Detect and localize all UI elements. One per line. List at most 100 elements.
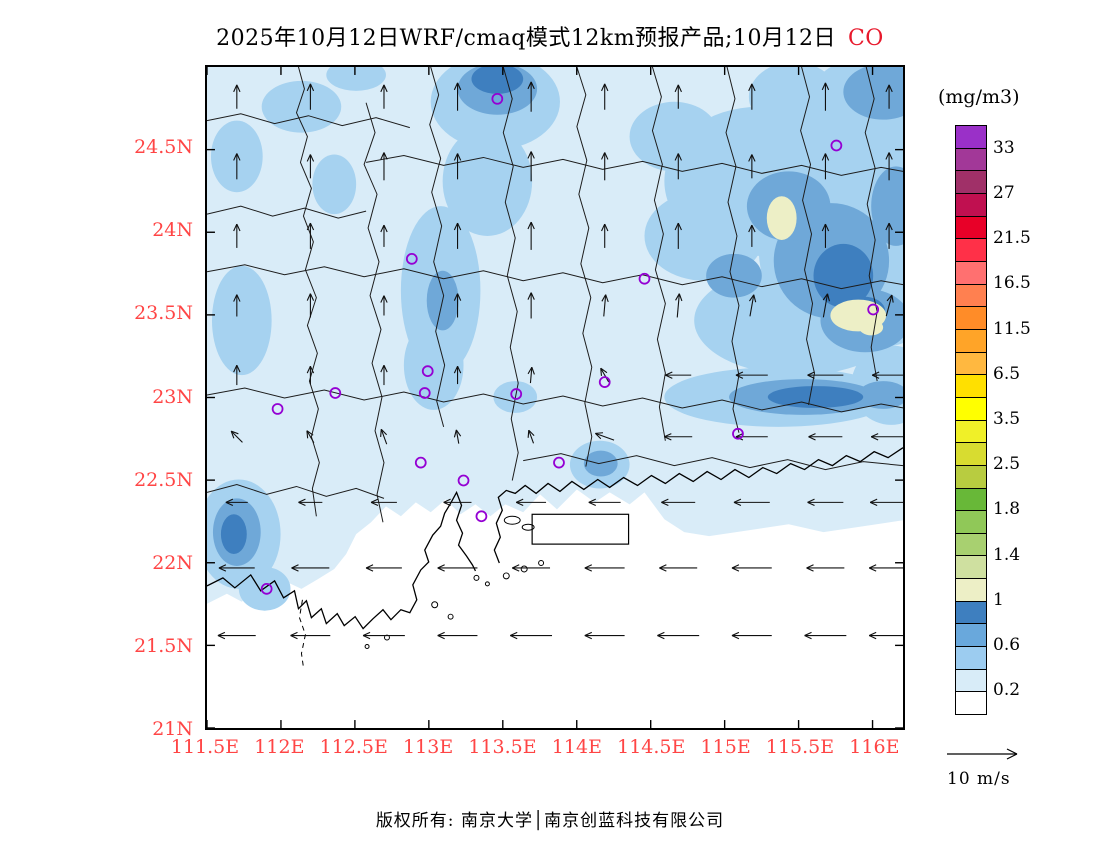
- y-tick-label: 23.5N: [134, 302, 193, 325]
- colorbar-segment: [956, 511, 986, 534]
- colorbar-tick-label: 2.5: [993, 454, 1021, 475]
- city-marker: [598, 376, 611, 388]
- colorbar-segment: [956, 533, 986, 557]
- colorbar: [955, 125, 987, 715]
- city-marker: [260, 582, 273, 595]
- x-tick-label: 111.5E: [170, 736, 240, 758]
- city-markers: [260, 92, 880, 595]
- y-tick-label: 23N: [152, 385, 193, 408]
- wind-arrow: [233, 153, 241, 180]
- colorbar-segment: [956, 239, 986, 262]
- dashed-maritime-boundary: [298, 599, 306, 668]
- colorbar-tick-label: 1.8: [993, 499, 1021, 520]
- wind-arrow: [437, 631, 478, 640]
- wind-arrow: [453, 293, 462, 318]
- wind-arrow: [306, 293, 315, 318]
- y-axis-labels: 24.5N 24N 23.5N 23N 22.5N 22N 21.5N 21N: [0, 65, 197, 740]
- city-marker: [405, 252, 418, 265]
- wind-arrow: [306, 365, 315, 385]
- wind-arrow: [601, 294, 609, 317]
- colorbar-tick-label: 1: [993, 589, 1004, 610]
- city-marker: [491, 92, 504, 105]
- admin-boundaries: [207, 67, 903, 523]
- wind-arrow: [380, 364, 388, 386]
- wind-arrow: [601, 152, 609, 181]
- wind-arrow: [290, 631, 331, 640]
- wind-arrow: [674, 222, 682, 249]
- wind-arrow: [510, 631, 553, 640]
- wind-arrow: [527, 221, 535, 250]
- wind-arrow: [733, 498, 770, 507]
- city-marker: [732, 427, 744, 440]
- wind-arrow: [225, 498, 248, 507]
- wind-arrow: [233, 84, 241, 109]
- wind-arrow: [453, 222, 462, 249]
- colorbar-tick-label: 33: [993, 137, 1015, 158]
- colorbar-segment: [956, 420, 986, 444]
- wind-arrow: [380, 152, 388, 181]
- city-marker: [475, 510, 488, 523]
- wind-scale: 10 m/s: [945, 742, 1055, 792]
- x-tick-label: 114.5E: [617, 736, 686, 758]
- axis-ticks: [207, 67, 903, 728]
- y-tick-label: 22.5N: [134, 468, 193, 491]
- wind-arrow: [453, 153, 462, 180]
- x-tick-label: 115E: [700, 736, 751, 758]
- wind-arrow: [868, 564, 903, 572]
- city-marker: [510, 388, 523, 400]
- city-marker: [638, 272, 651, 285]
- colorbar-segment: [956, 171, 986, 194]
- colorbar-labels: 33 27 21.5 16.5 11.5 6.5 3.5 2.5 1.8 1.4 1 0.6 0.2: [993, 125, 1063, 730]
- colorbar-segment: [956, 556, 986, 580]
- city-marker: [418, 387, 431, 399]
- wind-arrow: [822, 293, 830, 318]
- units-label: (mg/m3): [938, 86, 1020, 108]
- wind-arrow: [871, 371, 903, 379]
- wind-arrow: [748, 83, 756, 110]
- title-text: 2025年10月12日WRF/cmaq模式12km预报产品;10月12日: [216, 26, 836, 51]
- wind-arrow: [821, 223, 830, 248]
- wind-arrow: [584, 564, 625, 572]
- wind-arrow: [380, 224, 388, 247]
- x-tick-label: 113E: [403, 736, 454, 758]
- colorbar-segment: [956, 307, 986, 330]
- wind-arrow: [808, 433, 843, 441]
- wind-arrow: [527, 366, 535, 384]
- wind-arrow: [868, 631, 903, 640]
- colorbar-tick-label: 3.5: [993, 409, 1021, 429]
- wind-arrow: [437, 564, 478, 572]
- wind-arrow: [362, 631, 405, 640]
- wind-arrow: [233, 364, 241, 386]
- wind-arrow: [885, 294, 894, 317]
- wind-arrow: [527, 151, 535, 182]
- wind-arrow: [380, 84, 388, 109]
- x-tick-label: 112.5E: [319, 736, 388, 758]
- highlight-region-box: [531, 513, 630, 545]
- map-area: [205, 65, 905, 730]
- colorbar-segment: [956, 284, 986, 308]
- wind-arrow: [748, 224, 756, 247]
- wind-arrow: [527, 292, 535, 319]
- coastline: [207, 447, 903, 630]
- wind-arrow: [806, 564, 845, 572]
- colorbar-segment: [956, 579, 986, 602]
- colorbar-segment: [956, 465, 986, 489]
- x-tick-label: 114E: [551, 736, 602, 758]
- colorbar-segment: [956, 216, 986, 240]
- wind-arrow: [233, 223, 241, 248]
- x-tick-label: 116E: [849, 736, 900, 758]
- wind-arrow: [588, 498, 621, 507]
- wind-arrow: [885, 222, 893, 249]
- wind-arrow: [453, 429, 462, 444]
- wind-arrow: [731, 564, 772, 572]
- colorbar-tick-label: 11.5: [993, 318, 1031, 339]
- wind-arrow: [657, 631, 700, 640]
- colorbar-segment: [956, 375, 986, 398]
- y-tick-label: 22N: [152, 551, 193, 574]
- wind-arrow: [306, 154, 315, 179]
- islands: [364, 515, 545, 649]
- colorbar-segment: [956, 488, 986, 512]
- colorbar-segment: [956, 443, 986, 466]
- colorbar-tick-label: 21.5: [993, 228, 1031, 249]
- colorbar-tick-label: 6.5: [993, 363, 1021, 384]
